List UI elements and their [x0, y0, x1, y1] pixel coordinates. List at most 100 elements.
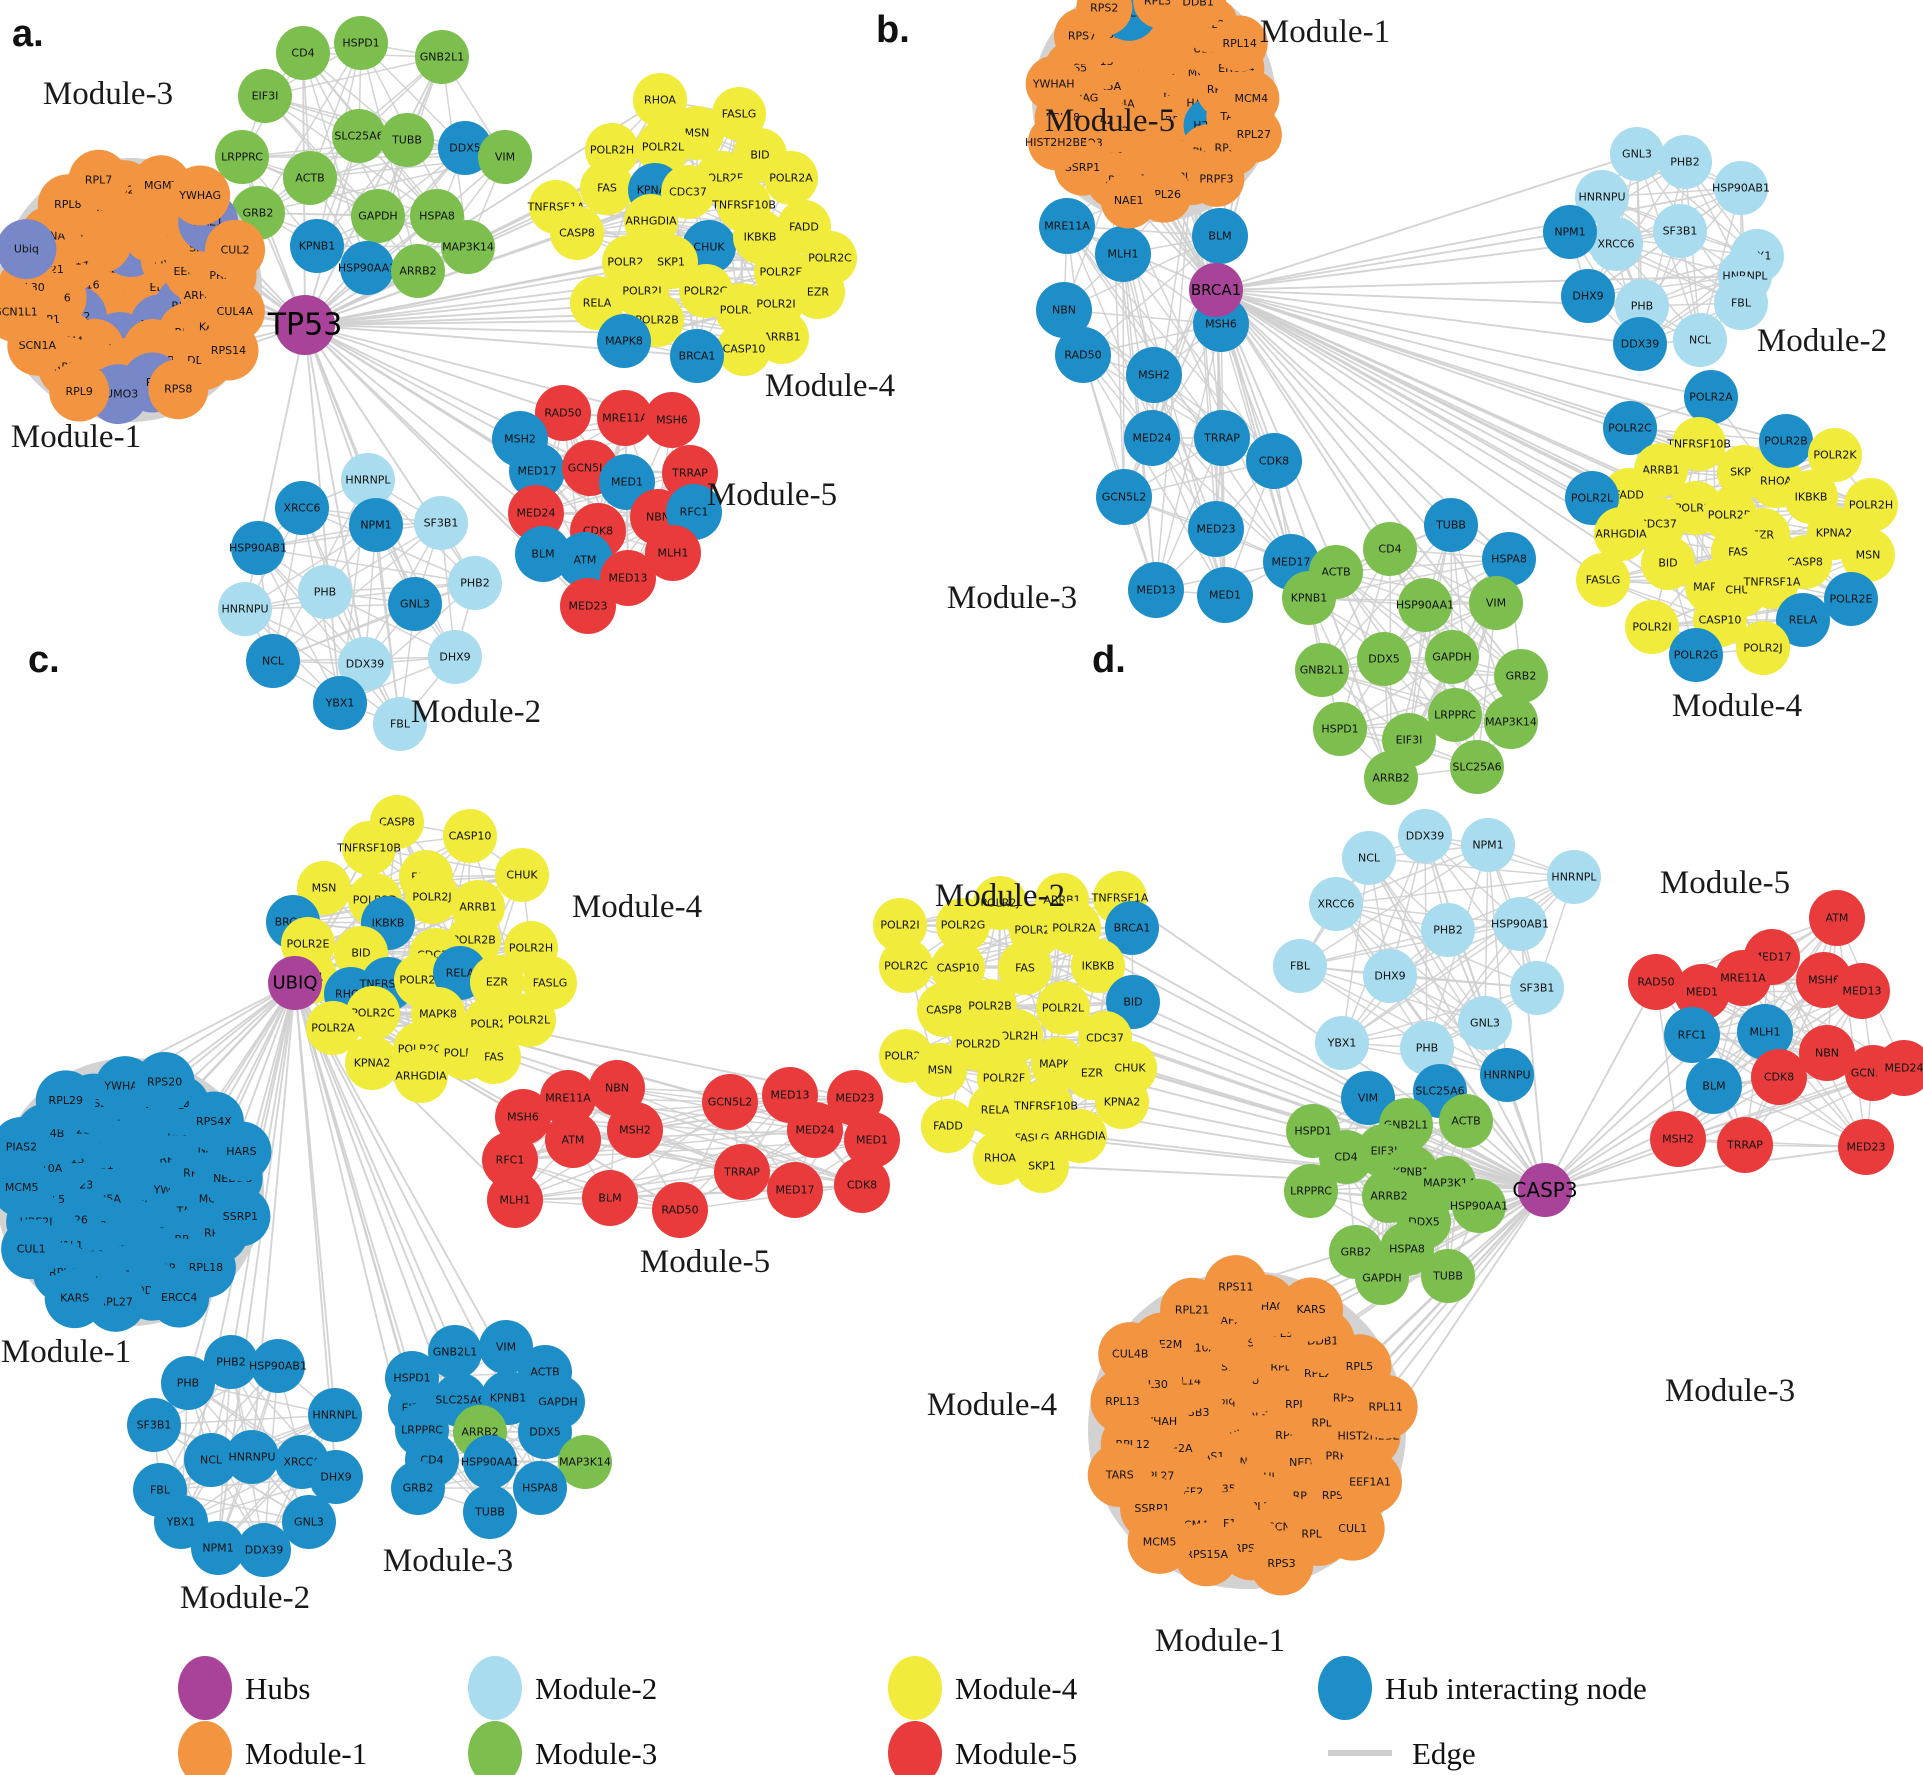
gene-node-group: EIF3I [238, 69, 292, 123]
gene-label: ATM [574, 554, 597, 567]
gene-node-group: DDX39 [1613, 317, 1667, 371]
gene-node-group: TRRAP [1194, 410, 1250, 466]
gene-node-group: PHB [1615, 279, 1669, 333]
gene-node [231, 521, 285, 575]
gene-node-group: CUL4B [1098, 1322, 1163, 1387]
gene-label: SF3B1 [1663, 225, 1698, 238]
gene-node [1398, 578, 1452, 632]
gene-node-group: CASP10 [443, 809, 497, 863]
gene-label: FAS [597, 182, 617, 195]
gene-label: EIF3I [252, 90, 279, 103]
gene-node [1641, 536, 1695, 590]
gene-label: ARRB1 [763, 331, 800, 344]
edge [1066, 225, 1223, 439]
gene-node [1759, 414, 1813, 468]
gene-label: HSP90AB1 [1491, 918, 1549, 931]
panel-a-nodes: CD4 HSPD1 GNB2L1 EIF3I SLC25A6 TUBB DDX5 VIM LRP… [0, 16, 857, 751]
hub-label: CASP3 [1512, 1178, 1577, 1202]
gene-node [1594, 507, 1648, 561]
gene-label: FASLG [533, 977, 567, 990]
gene-label: RPL21 [1175, 1303, 1209, 1316]
legend-label: Module-4 [955, 1671, 1078, 1706]
edge [1215, 289, 1392, 779]
gene-node [1658, 135, 1712, 189]
gene-node [1076, 0, 1133, 36]
gene-label: GCN5L2 [568, 462, 613, 475]
gene-label: XRCC6 [1318, 898, 1355, 911]
gene-label: ARHGDIA [625, 215, 677, 228]
edge [1122, 253, 1275, 462]
gene-node [338, 637, 392, 691]
gene-node-group: DDX39 [338, 637, 392, 691]
gene-label: FAS [1728, 546, 1748, 559]
gene-node [349, 498, 403, 552]
gene-node-group: HSPD1 [1313, 702, 1367, 756]
gene-node [298, 565, 352, 619]
hub-label: UBIQ [273, 973, 318, 994]
gene-node-group: GRB2 [391, 1461, 445, 1515]
gene-label: EEF1A1 [1349, 1476, 1391, 1489]
gene-label: RFC1 [1678, 1029, 1707, 1042]
gene-node-group: RPS3 [1249, 1531, 1314, 1596]
gene-node-group: ARHGDIA [1594, 507, 1648, 561]
gene-label: HSPD1 [1294, 1125, 1331, 1138]
gene-node [290, 219, 344, 273]
gene-label: NPM1 [1554, 226, 1585, 239]
gene-label: HSPA8 [1491, 553, 1527, 566]
gene-label: PIAS2 [6, 1141, 37, 1154]
gene-node-group: MSH2 [607, 1102, 663, 1158]
gene-node-group: Ubiq [0, 219, 57, 280]
legend-swatch [1318, 1656, 1372, 1720]
gene-label: POLR2D [956, 1038, 1001, 1051]
gene-label: BID [351, 947, 370, 960]
gene-label: MAP3K14 [559, 1456, 611, 1469]
gene-node [1610, 127, 1664, 181]
gene-label: POLR2E [759, 266, 802, 279]
gene-label: GAPDH [1432, 651, 1471, 664]
gene-node-group: SSRP1 [210, 1186, 271, 1247]
gene-label: MCM4 [1235, 92, 1269, 105]
panel-a: CD4 HSPD1 GNB2L1 EIF3I SLC25A6 TUBB DDX5 VIM LRP… [0, 13, 895, 751]
gene-label: HSPD1 [1321, 723, 1358, 736]
gene-label: YWHAG [178, 189, 221, 202]
gene-node-group: TUBB [1421, 1249, 1475, 1303]
gene-label: CUL4A [217, 305, 254, 318]
gene-node [1128, 562, 1184, 618]
gene-label: CUL2 [221, 243, 250, 256]
gene-node-group: HNRNPU [225, 1430, 279, 1484]
legend-label: Module-5 [955, 1736, 1077, 1771]
gene-node [1028, 114, 1085, 171]
gene-node [380, 113, 434, 167]
gene-label: SCN1A [19, 339, 57, 352]
gene-node-group: CASP8 [550, 206, 604, 260]
gene-node-group: RPS20 [134, 1052, 195, 1113]
gene-label: MLH1 [1750, 1026, 1781, 1039]
gene-label: DHX9 [320, 1471, 351, 1484]
gene-label: KPNA2 [1816, 527, 1853, 540]
gene-node-group: FAS [580, 161, 634, 215]
gene-label: MED1 [1209, 589, 1241, 602]
edge [1389, 548, 1522, 677]
gene-node [246, 634, 300, 688]
module-label: Module-5 [640, 1244, 770, 1280]
gene-label: MED23 [569, 600, 608, 613]
gene-label: SF3B1 [1520, 982, 1555, 995]
gene-label: SSRP1 [223, 1210, 258, 1223]
gene-label: MRE11A [1720, 972, 1766, 985]
gene-node [1428, 688, 1482, 742]
gene-node-group: CDK8 [834, 1157, 890, 1213]
gene-label: CUL4B [1112, 1348, 1148, 1361]
gene-label: TNFRSF10B [1666, 438, 1731, 451]
gene-node-group: MED23 [560, 578, 616, 634]
gene-node [1036, 282, 1092, 338]
gene-label: GNL3 [400, 598, 430, 611]
gene-node-group: CASP10 [717, 322, 771, 376]
gene-label: RPL14 [1223, 37, 1257, 50]
edge [257, 324, 306, 549]
edge [257, 547, 401, 725]
gene-label: MRE11A [602, 412, 648, 425]
gene-label: MSH2 [619, 1124, 651, 1137]
edge [1215, 187, 1742, 291]
gene-label: ARRB1 [459, 901, 496, 914]
